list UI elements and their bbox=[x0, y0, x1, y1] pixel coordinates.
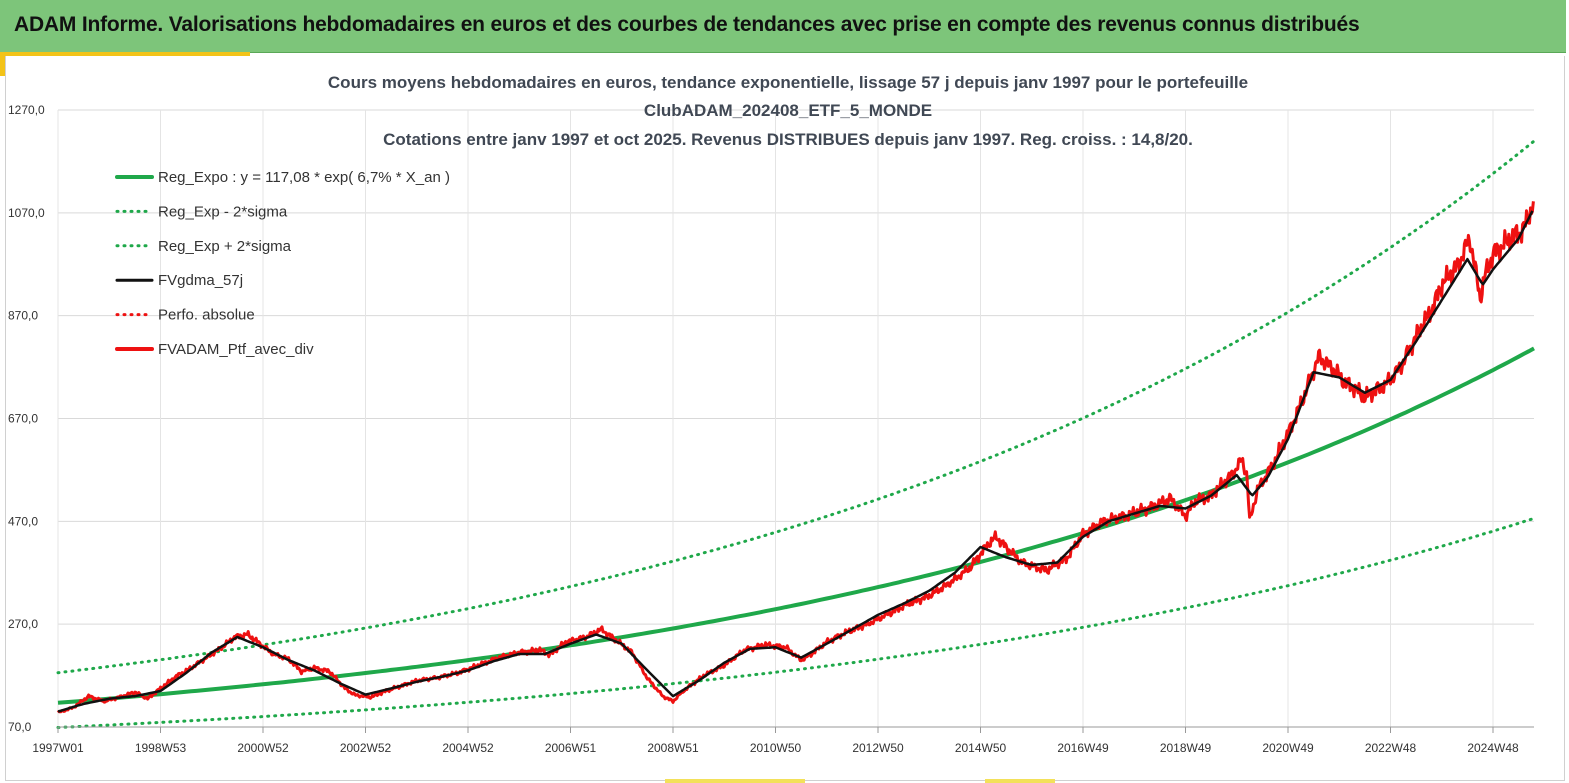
legend-label-perfo-absolue: Perfo. absolue bbox=[158, 307, 255, 324]
axis-layer: 1270,0 1070,0 870,0 670,0 470,0 270,0 70,01997… bbox=[8, 103, 1534, 755]
bottom-accent-bar-2 bbox=[985, 779, 1055, 783]
x-tick-label-8: 2012W50 bbox=[852, 741, 904, 755]
x-tick-label-13: 2022W48 bbox=[1365, 741, 1417, 755]
x-tick-label-0: 1997W01 bbox=[32, 741, 84, 755]
y-tick-label-6: 70,0 bbox=[8, 720, 32, 734]
x-tick-label-2: 2000W52 bbox=[237, 741, 289, 755]
legend-label-fvgdma: FVgdma_57j bbox=[158, 272, 243, 289]
x-tick-label-11: 2018W49 bbox=[1160, 741, 1212, 755]
chart-title-line-3: Cotations entre janv 1997 et oct 2025. R… bbox=[383, 130, 1193, 149]
series-reg-expo bbox=[57, 346, 1535, 705]
series-fvadam-ptf-avec-div bbox=[56, 201, 1535, 714]
x-tick-label-10: 2016W49 bbox=[1057, 741, 1109, 755]
chart-title-line-1: Cours moyens hebdomadaires en euros, ten… bbox=[328, 73, 1248, 92]
x-tick-label-1: 1998W53 bbox=[135, 741, 187, 755]
y-tick-label-3: 670,0 bbox=[8, 412, 38, 426]
accent-bar bbox=[0, 52, 250, 56]
accent-left-bar bbox=[0, 52, 5, 76]
bottom-accent-bar bbox=[665, 779, 805, 783]
series-reg-exp-plus-2sigma bbox=[56, 139, 1536, 675]
x-tick-label-5: 2006W51 bbox=[545, 741, 597, 755]
chart-title-line-2: ClubADAM_202408_ETF_5_MONDE bbox=[644, 101, 932, 120]
x-tick-label-14: 2024W48 bbox=[1467, 741, 1519, 755]
y-tick-label-5: 270,0 bbox=[8, 617, 38, 631]
x-tick-label-12: 2020W49 bbox=[1262, 741, 1314, 755]
legend-label-fvadam-ptf: FVADAM_Ptf_avec_div bbox=[158, 341, 314, 358]
y-tick-label-2: 870,0 bbox=[8, 309, 38, 323]
title-banner: ADAM Informe. Valorisations hebdomadaire… bbox=[0, 0, 1566, 53]
x-tick-label-7: 2010W50 bbox=[750, 741, 802, 755]
legend-label-reg-exp-plus: Reg_Exp + 2*sigma bbox=[158, 238, 292, 255]
banner-title: ADAM Informe. Valorisations hebdomadaire… bbox=[14, 13, 1360, 36]
x-tick-label-4: 2004W52 bbox=[442, 741, 494, 755]
y-tick-label-1: 1070,0 bbox=[8, 206, 45, 220]
series-fvgdma-57j bbox=[57, 210, 1534, 713]
series-layer bbox=[56, 139, 1536, 729]
legend: Reg_Expo : y = 117,08 * exp( 6,7% * X_an… bbox=[115, 169, 450, 358]
legend-label-reg-exp-minus: Reg_Exp - 2*sigma bbox=[158, 203, 288, 220]
x-tick-label-3: 2002W52 bbox=[340, 741, 392, 755]
legend-label-reg-expo: Reg_Expo : y = 117,08 * exp( 6,7% * X_an… bbox=[158, 169, 450, 186]
x-tick-label-9: 2014W50 bbox=[955, 741, 1007, 755]
x-tick-label-6: 2008W51 bbox=[647, 741, 699, 755]
series-reg-exp-minus-2sigma bbox=[56, 516, 1536, 729]
y-tick-label-0: 1270,0 bbox=[8, 103, 45, 117]
y-tick-label-4: 470,0 bbox=[8, 514, 38, 528]
chart-title: Cours moyens hebdomadaires en euros, ten… bbox=[328, 73, 1248, 149]
